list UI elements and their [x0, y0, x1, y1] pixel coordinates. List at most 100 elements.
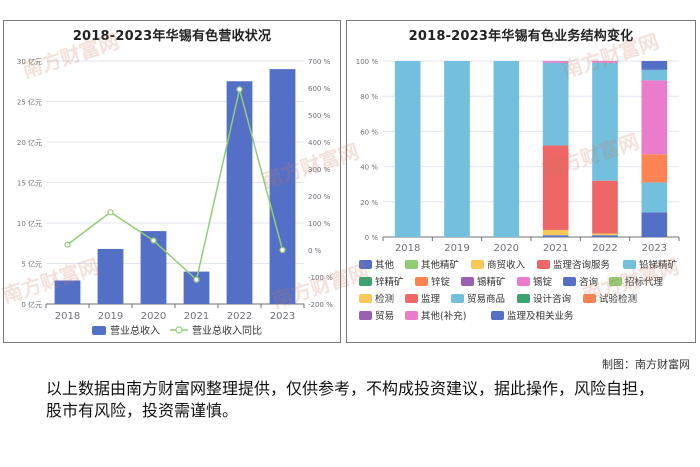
legend-label: 锡锭: [533, 276, 553, 288]
stack-segment: [542, 229, 569, 236]
chart-credit: 制图：南方财富网: [602, 358, 690, 371]
stack-segment: [542, 235, 569, 237]
legend-swatch: [583, 294, 596, 303]
yoy-point: [279, 246, 286, 254]
y-tick-label: 100 %: [356, 58, 379, 66]
y-left-tick-label: 10 亿元: [17, 219, 42, 228]
legend-label: 贸易: [375, 310, 394, 322]
legend-label: 其他: [375, 259, 395, 271]
legend-swatch: [359, 277, 372, 286]
y-left-tick-label: 0 亿元: [21, 300, 42, 309]
stack-segment: [542, 61, 569, 63]
business-structure-chart-title: 2018-2023年华锡有色业务结构变化: [408, 29, 634, 44]
stack-segment: [394, 61, 421, 237]
y-right-tick-label: 700 %: [308, 58, 331, 66]
x-tick-label: 2019: [98, 311, 123, 322]
stack-segment: [542, 62, 569, 146]
legend-swatch: [451, 294, 464, 303]
x-tick-label: 2022: [592, 243, 617, 254]
legend-swatch: [609, 277, 622, 286]
legend-label: 锡精矿: [477, 276, 506, 288]
y-tick-label: 20 %: [360, 199, 378, 207]
legend-label: 设计咨询: [533, 293, 571, 305]
x-tick-label: 2018: [395, 243, 420, 254]
stack-segment: [592, 62, 618, 181]
legend-label: 监理: [421, 293, 441, 305]
stack-segment: [641, 182, 668, 213]
y-left-tick-label: 5 亿元: [21, 260, 42, 269]
x-tick-label: 2021: [184, 311, 209, 322]
legend-swatch: [405, 311, 418, 320]
legend-label: 贸易商品: [467, 293, 505, 305]
legend-swatch: [563, 277, 576, 286]
legend-label: 试验检测: [599, 293, 637, 305]
legend-label: 其他(补充): [421, 310, 466, 322]
x-tick-label: 2021: [543, 243, 568, 254]
stack-segment: [592, 233, 618, 236]
stack-segment: [641, 69, 668, 81]
y-left-tick-label: 20 亿元: [17, 138, 42, 147]
revenue-chart-svg: 0 亿元 5 亿元 10 亿元 15 亿元 20 亿元 25 亿元 30 亿元 -200 % -…: [17, 57, 333, 337]
y-right-tick-label: 200 %: [308, 193, 331, 201]
legend-swatch: [517, 277, 530, 286]
stack-segment: [641, 61, 668, 70]
stack-segment: [444, 61, 470, 237]
legend-swatch: [359, 294, 372, 303]
y-right-tick-label: 0 %: [308, 247, 322, 255]
y-tick-label: 40 %: [360, 164, 378, 172]
legend-label: 咨询: [579, 276, 598, 288]
stack-segment: [592, 235, 618, 237]
legend-label: 监理及相关业务: [507, 310, 574, 322]
legend-swatch: [471, 260, 484, 269]
x-tick-label: 2020: [494, 243, 519, 254]
legend-line-marker: [175, 326, 183, 334]
x-tick-label: 2019: [444, 243, 469, 254]
stack-segment: [493, 61, 520, 237]
y-right-tick-label: 500 %: [308, 112, 331, 120]
y-right-tick-label: 600 %: [308, 85, 331, 93]
yoy-point: [64, 241, 71, 248]
revenue-chart-title: 2018-2023年华锡有色营收状况: [72, 29, 272, 44]
legend-swatch: [405, 260, 418, 269]
stack-segment: [592, 61, 618, 63]
legend-swatch: [517, 294, 530, 303]
y-tick-label: 0 %: [365, 234, 379, 242]
legend-swatch: [405, 294, 418, 303]
legend-swatch: [537, 260, 550, 269]
legend-swatch: [359, 311, 372, 320]
legend-bar-label: 营业总收入: [110, 324, 160, 337]
yoy-point: [107, 209, 114, 216]
yoy-point: [150, 237, 157, 244]
business-structure-chart-panel: 2018-2023年华锡有色业务结构变化 0 % 20 % 40 % 60 % 80 %…: [346, 20, 696, 343]
stack-segment: [592, 180, 618, 234]
yoy-point: [193, 276, 200, 283]
disclaimer-text: 以上数据由南方财富网整理提供，仅供参考，不构成投资建议，据此操作，风险自担，股市…: [46, 379, 655, 420]
legend-label: 监理咨询服务: [553, 259, 611, 271]
stack-segment: [641, 80, 668, 155]
x-tick-label: 2023: [270, 311, 295, 322]
business-structure-chart-svg: 0 % 20 % 40 % 60 % 80 % 100 % 2018 2019 2020 2021…: [356, 58, 680, 322]
y-right-tick-label: 400 %: [308, 139, 331, 147]
yoy-line: [67, 89, 284, 282]
revenue-bar: [226, 81, 253, 304]
y-left-tick-label: 25 亿元: [17, 98, 42, 107]
stack-segment: [641, 154, 668, 183]
stack-segment: [542, 145, 569, 230]
x-tick-label: 2022: [227, 311, 252, 322]
legend-label: 锌锭: [431, 276, 451, 288]
legend-swatch: [623, 260, 636, 269]
y-right-tick-label: -200 %: [308, 301, 333, 309]
x-tick-label: 2020: [141, 311, 166, 322]
revenue-bar: [97, 248, 124, 304]
y-tick-label: 80 %: [360, 93, 378, 101]
legend-line-label: 营业总收入同比: [192, 324, 262, 337]
legend-swatch: [491, 311, 504, 320]
y-tick-label: 60 %: [360, 128, 378, 136]
y-left-tick-label: 15 亿元: [17, 179, 42, 188]
revenue-bar: [54, 280, 81, 304]
y-right-tick-label: -100 %: [308, 274, 333, 282]
y-right-tick-label: 100 %: [308, 220, 331, 228]
legend-label: 锌精矿: [375, 276, 404, 288]
x-tick-label: 2023: [642, 243, 667, 254]
legend-swatch: [359, 260, 372, 269]
